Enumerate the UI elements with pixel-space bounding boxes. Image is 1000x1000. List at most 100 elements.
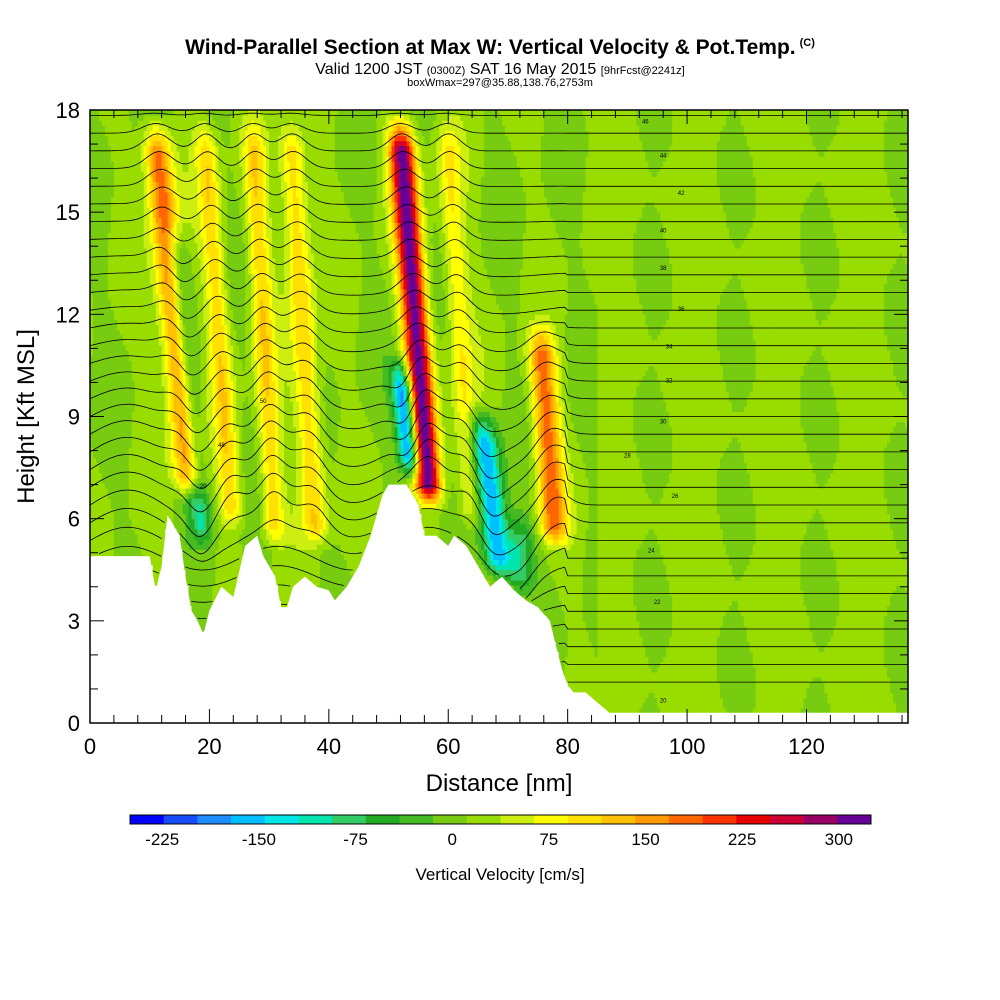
field-cell <box>167 293 172 300</box>
field-cell <box>173 442 178 448</box>
field-cell <box>107 477 112 484</box>
field-cell <box>101 523 106 530</box>
field-cell <box>152 482 157 489</box>
field-cell <box>158 477 163 484</box>
field-cell <box>131 421 136 428</box>
field-cell <box>170 176 175 183</box>
field-cell <box>101 207 106 213</box>
field-cell <box>107 380 112 387</box>
field-cell <box>164 166 169 172</box>
field-cell <box>170 385 175 392</box>
field-cell <box>107 334 112 341</box>
field-cell <box>116 212 121 218</box>
field-cell <box>101 355 106 361</box>
field-cell <box>158 436 163 443</box>
field-cell <box>131 196 136 203</box>
field-cell <box>93 135 97 142</box>
field-cell <box>107 375 112 382</box>
field-cell <box>113 217 118 223</box>
field-cell <box>149 161 154 167</box>
field-cell <box>125 482 130 489</box>
field-cell <box>122 467 127 474</box>
field-cell <box>113 268 118 275</box>
field-cell <box>107 528 112 535</box>
field-cell <box>143 493 148 499</box>
field-cell <box>131 283 136 290</box>
field-cell <box>155 503 160 509</box>
field-cell <box>119 201 124 208</box>
field-cell <box>90 385 94 392</box>
field-cell <box>155 242 160 249</box>
field-cell <box>146 283 151 290</box>
field-cell <box>161 150 166 157</box>
field-cell <box>167 391 172 397</box>
field-cell <box>96 247 100 254</box>
field-cell <box>107 288 112 295</box>
field-cell <box>90 549 94 555</box>
field-cell <box>155 554 160 561</box>
field-cell <box>113 201 118 208</box>
field-cell <box>134 416 139 423</box>
field-cell <box>99 319 103 326</box>
field-cell <box>96 350 100 356</box>
field-cell <box>101 482 106 489</box>
field-cell <box>134 237 139 244</box>
field-cell <box>128 288 133 295</box>
field-cell <box>107 207 112 213</box>
field-cell <box>146 513 151 520</box>
field-cell <box>96 534 100 540</box>
field-cell <box>164 293 169 300</box>
field-cell <box>93 493 97 499</box>
field-cell <box>90 539 94 545</box>
field-cell <box>131 380 136 387</box>
field-cell <box>140 181 145 188</box>
field-cell <box>99 467 103 474</box>
field-cell <box>149 523 154 530</box>
field-cell <box>99 232 103 239</box>
field-cell <box>161 217 166 223</box>
field-cell <box>128 513 133 520</box>
field-cell <box>131 401 136 407</box>
field-cell <box>93 447 97 453</box>
field-cell <box>152 115 157 121</box>
field-cell <box>155 268 160 275</box>
field-cell <box>155 263 160 269</box>
field-cell <box>152 503 157 509</box>
field-cell <box>125 365 130 372</box>
field-cell <box>93 293 97 300</box>
field-cell <box>113 186 118 193</box>
field-cell <box>137 207 142 213</box>
field-cell <box>125 539 130 545</box>
field-cell <box>137 247 142 254</box>
field-cell <box>161 329 166 336</box>
field-cell <box>146 309 151 315</box>
field-cell <box>90 222 94 229</box>
field-cell <box>107 314 112 320</box>
field-cell <box>167 217 172 223</box>
field-cell <box>140 115 145 121</box>
field-cell <box>122 232 127 239</box>
field-cell <box>119 166 124 172</box>
field-cell <box>113 518 118 525</box>
field-cell <box>116 411 121 418</box>
field-cell <box>99 299 103 305</box>
field-cell <box>116 493 121 499</box>
field-cell <box>93 273 97 280</box>
field-cell <box>155 350 160 356</box>
field-cell <box>167 181 172 188</box>
field-cell <box>158 442 163 448</box>
field-cell <box>119 416 124 423</box>
field-cell <box>137 401 142 407</box>
field-cell <box>107 539 112 545</box>
field-cell <box>170 130 175 137</box>
field-cell <box>170 396 175 402</box>
field-cell <box>93 242 97 249</box>
field-cell <box>101 324 106 331</box>
field-cell <box>137 534 142 540</box>
field-cell <box>164 431 169 438</box>
field-cell <box>131 339 136 346</box>
field-cell <box>93 360 97 366</box>
field-cell <box>107 482 112 489</box>
field-cell <box>149 401 154 407</box>
field-cell <box>107 385 112 392</box>
